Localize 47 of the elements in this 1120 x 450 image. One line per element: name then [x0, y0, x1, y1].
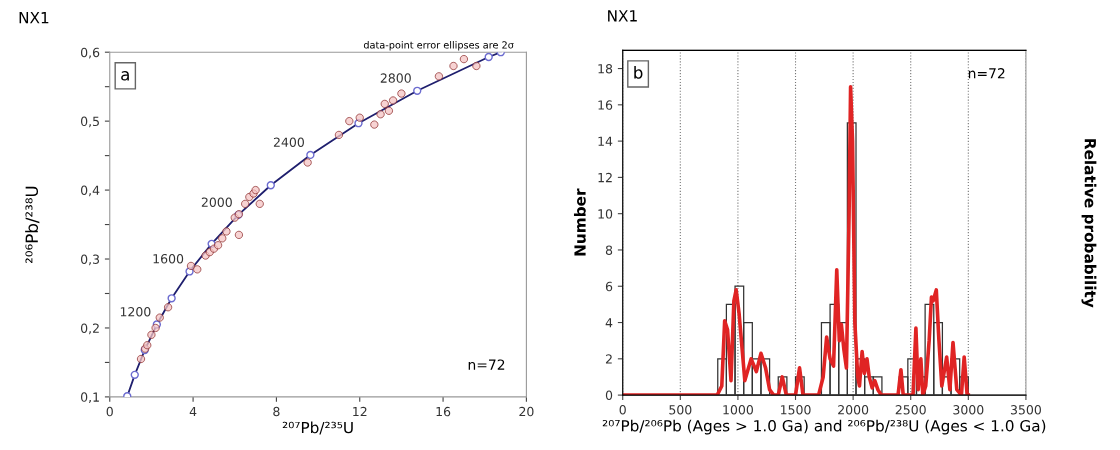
- y-tick-label: 12: [598, 172, 612, 183]
- chart-title: NX1: [608, 10, 637, 22]
- x-tick-label: 12: [353, 406, 367, 417]
- x-tick-label: 8: [273, 406, 280, 417]
- x-axis-title: ²⁰⁷Pb/²³⁵U: [282, 421, 353, 435]
- y-tick-label: 8: [605, 245, 613, 255]
- y-tick-label: 0,1: [80, 392, 99, 404]
- x-tick-label: 1000: [723, 405, 753, 415]
- y-tick-label: 14: [598, 136, 613, 146]
- annotation: a: [121, 71, 129, 81]
- x-tick-label: 4: [189, 407, 197, 417]
- y-tick-label: 0,3: [80, 254, 100, 266]
- y-tick-label: 0: [605, 390, 613, 401]
- y-tick-label: 4: [605, 318, 613, 328]
- y-tick-label: 0,6: [80, 47, 100, 59]
- y-tick-label: 6: [605, 281, 613, 292]
- chart-title: NX1: [19, 12, 49, 24]
- annotation: 2400: [273, 137, 304, 147]
- y-tick-label: 0,5: [80, 116, 99, 128]
- annotation: 1200: [120, 307, 151, 317]
- annotation: n=72: [968, 68, 1005, 79]
- text: data-point error ellipses are 2σ: [363, 41, 514, 51]
- x-tick-label: 0: [106, 406, 113, 417]
- x-tick-label: 2500: [895, 405, 926, 415]
- y-axis-title: ²⁰⁶Pb/²³⁸U: [25, 186, 40, 264]
- y-tick-label: 0,2: [80, 323, 99, 335]
- x-tick-label: 1500: [780, 405, 811, 415]
- y-tick-label: 0,4: [80, 185, 100, 197]
- x-tick-label: 16: [436, 406, 451, 417]
- annotation: 1600: [153, 254, 184, 264]
- annotation: 2800: [380, 73, 411, 83]
- annotation: 2000: [201, 197, 232, 207]
- y-tick-label: 16: [598, 100, 613, 110]
- x-tick-label: 3500: [1010, 405, 1041, 415]
- x-tick-label: 20: [519, 406, 534, 417]
- y-axis-title: Number: [573, 188, 586, 256]
- x-axis-title: ²⁰⁷Pb/²⁰⁶Pb (Ages > 1.0 Ga) and ²⁰⁶Pb/²³⁸U (Ages < 1.0 Ga): [602, 419, 1046, 435]
- y-tick-label: 2: [605, 354, 612, 364]
- x-tick-label: 2000: [838, 405, 869, 415]
- y-tick-label: 18: [598, 64, 613, 74]
- y2-axis-title: Relative probability: [1081, 139, 1097, 308]
- x-tick-label: 500: [669, 405, 692, 415]
- x-tick-label: 0: [619, 405, 626, 415]
- annotation: b: [634, 65, 643, 79]
- y-tick-label: 10: [598, 209, 613, 219]
- annotation: n=72: [468, 359, 505, 370]
- x-tick-label: 3000: [953, 405, 984, 415]
